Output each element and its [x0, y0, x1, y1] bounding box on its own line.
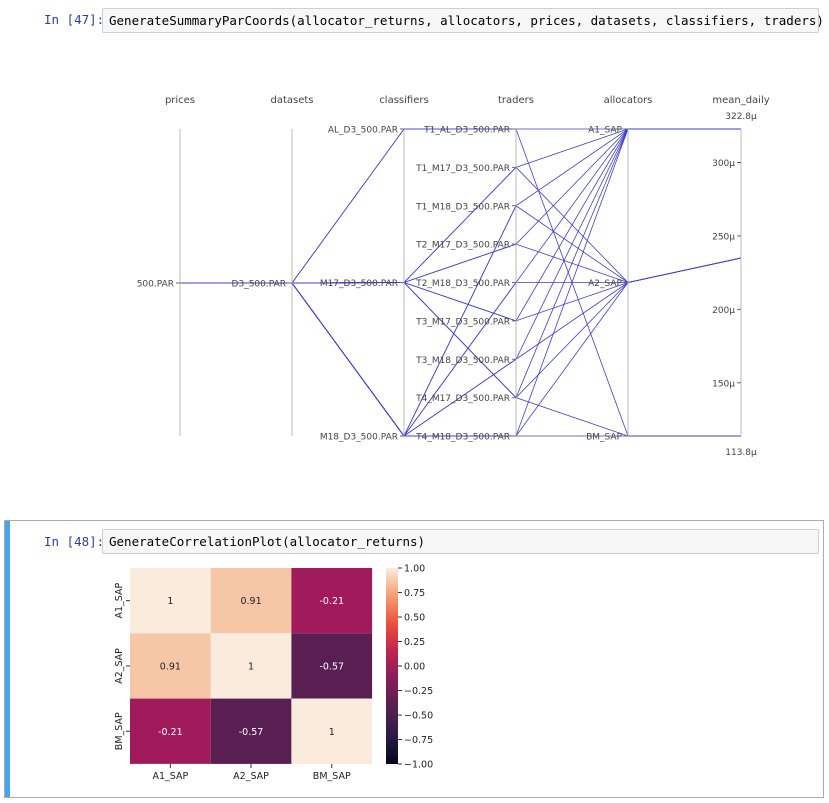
heatmap-cell	[130, 633, 211, 699]
colorbar-tick-label: −0.75	[404, 735, 433, 746]
axis-tick-label: D3_500.PAR	[232, 280, 286, 290]
colorbar	[386, 568, 398, 764]
axis-tick-label: T2_M18_D3_500.PAR	[415, 279, 510, 289]
colorbar-tick-label: 0.00	[404, 662, 425, 673]
axis-label: traders	[498, 95, 534, 106]
parcoords-axes: prices 500.PAR datasets D3_500.PAR classifie…	[137, 95, 770, 458]
axis-tick-label: T1_M18_D3_500.PAR	[415, 202, 510, 212]
x-tick-label: A1_SAP	[152, 771, 188, 782]
heatmap-cell	[130, 568, 211, 634]
axis-tick-label: 500.PAR	[137, 280, 174, 290]
heatmap-value-label: -0.57	[239, 727, 264, 738]
axis-tick-label: 300μ	[712, 159, 735, 169]
y-tick-label: A2_SAP	[114, 648, 125, 684]
colorbar-tick-label: −1.00	[404, 760, 433, 771]
heatmap-cell	[291, 633, 373, 699]
y-tick-label: A1_SAP	[114, 583, 125, 619]
cell-border-48	[4, 520, 824, 798]
axis-max-label: 322.8μ	[725, 112, 757, 122]
axis-tick-label: M17_D3_500.PAR	[320, 279, 398, 289]
parcoords-line	[180, 166, 742, 284]
cell-prompt-48: In [48]:	[44, 534, 105, 549]
heatmap-value-label: -0.21	[319, 596, 344, 607]
colorbar-tick-label: 0.75	[404, 588, 425, 599]
heatmap-value-label: 1	[329, 727, 335, 738]
colorbar-tick-label: −0.25	[404, 686, 433, 697]
axis-tick-label: T4_M18_D3_500.PAR	[415, 433, 510, 443]
code-input-47[interactable]: GenerateSummaryParCoords(allocator_retur…	[102, 8, 824, 33]
colorbar-tick-label: 1.00	[404, 564, 425, 575]
axis-tick-label: A1_SAP	[588, 126, 622, 136]
heatmap-cell	[210, 698, 292, 764]
axis-label: datasets	[270, 95, 313, 106]
heatmap-value-label: -0.21	[158, 727, 183, 738]
heatmap-value-label: -0.57	[319, 661, 344, 672]
cell-selected-indicator	[4, 520, 10, 798]
axis-label: mean_daily	[712, 95, 769, 106]
axis-tick-label: A2_SAP	[588, 279, 622, 289]
heatmap-value-label: 0.91	[160, 661, 181, 672]
cell-prompt-47: In [47]:	[44, 12, 105, 27]
colorbar-tick-label: 0.50	[404, 613, 425, 624]
axis-tick-label: T1_AL_D3_500.PAR	[423, 126, 510, 136]
colorbar-tick-label: −0.50	[404, 711, 433, 722]
colorbar-tick-label: 0.25	[404, 637, 425, 648]
parcoords-lines	[180, 128, 742, 437]
axis-tick-label: 150μ	[712, 379, 735, 389]
axis-tick-label: T4_M17_D3_500.PAR	[415, 394, 510, 404]
axis-tick-label: T1_M17_D3_500.PAR	[415, 164, 510, 174]
axis-tick-label: T3_M17_D3_500.PAR	[415, 317, 510, 327]
axis-tick-label: 200μ	[712, 306, 735, 316]
axis-tick-label: T2_M17_D3_500.PAR	[415, 241, 510, 251]
x-tick-label: BM_SAP	[313, 771, 351, 782]
axis-tick-label: T3_M18_D3_500.PAR	[415, 356, 510, 366]
heatmap-cell	[210, 568, 292, 634]
parcoords-line	[180, 282, 741, 437]
heatmap-cell	[210, 633, 292, 699]
axis-label: classifiers	[379, 95, 428, 106]
heatmap-cell	[291, 698, 373, 764]
heatmap-value-label: 0.91	[240, 596, 261, 607]
heatmap-cell	[291, 568, 373, 634]
axis-tick-label: 250μ	[712, 232, 735, 242]
heatmap-value-label: 1	[248, 661, 254, 672]
axis-label: prices	[165, 95, 195, 106]
heatmap-value-label: 1	[167, 596, 173, 607]
heatmap-cell	[130, 698, 211, 764]
code-input-48[interactable]: GenerateCorrelationPlot(allocator_return…	[102, 529, 819, 554]
axis-tick-label: BM_SAP	[586, 433, 622, 443]
axis-tick-label: AL_D3_500.PAR	[328, 126, 398, 136]
axis-label: allocators	[604, 95, 653, 106]
parcoords-plot: prices 500.PAR datasets D3_500.PAR classifie…	[137, 95, 770, 458]
axis-tick-label: M18_D3_500.PAR	[320, 433, 398, 443]
y-tick-label: BM_SAP	[114, 712, 125, 750]
x-tick-label: A2_SAP	[233, 771, 269, 782]
axis-min-label: 113.8μ	[725, 448, 757, 458]
